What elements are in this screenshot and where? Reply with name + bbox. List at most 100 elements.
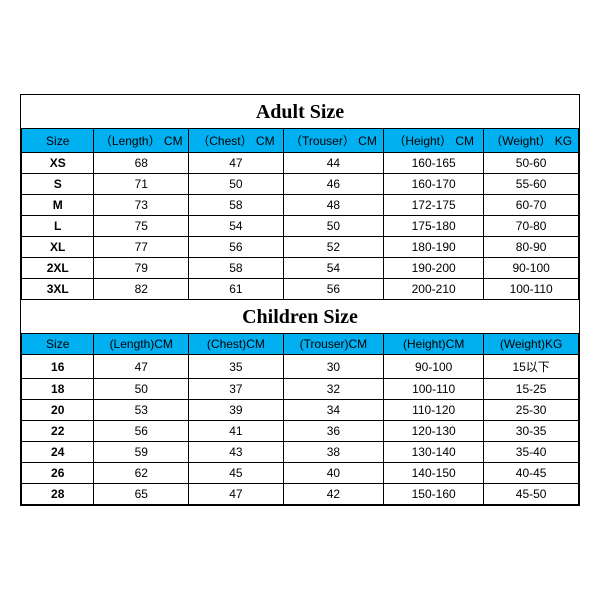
cell: 54 [189, 216, 284, 237]
col-weight: (Weight)KG [484, 334, 579, 355]
table-row: M735848172-17560-70 [22, 195, 579, 216]
cell: 60-70 [484, 195, 579, 216]
cell: 140-150 [384, 463, 484, 484]
cell: 73 [94, 195, 189, 216]
cell: 180-190 [384, 237, 484, 258]
cell: 77 [94, 237, 189, 258]
cell: 160-170 [384, 174, 484, 195]
cell: 30 [283, 355, 383, 379]
col-length: (Length)CM [94, 334, 189, 355]
cell: 44 [283, 153, 383, 174]
cell: 50 [94, 379, 189, 400]
cell: 172-175 [384, 195, 484, 216]
cell: 54 [283, 258, 383, 279]
cell: 50-60 [484, 153, 579, 174]
table-row: XL775652180-19080-90 [22, 237, 579, 258]
cell: XS [22, 153, 94, 174]
cell: 20 [22, 400, 94, 421]
cell: 18 [22, 379, 94, 400]
cell: 190-200 [384, 258, 484, 279]
cell: 37 [189, 379, 284, 400]
cell: 42 [283, 484, 383, 505]
cell: 45 [189, 463, 284, 484]
cell: 22 [22, 421, 94, 442]
cell: 59 [94, 442, 189, 463]
cell: 55-60 [484, 174, 579, 195]
cell: 100-110 [484, 279, 579, 300]
cell: 47 [94, 355, 189, 379]
col-trouser: (Trouser)CM [283, 334, 383, 355]
children-header-row: Size (Length)CM (Chest)CM (Trouser)CM (H… [22, 334, 579, 355]
cell: XL [22, 237, 94, 258]
cell: 30-35 [484, 421, 579, 442]
table-row: XS684744160-16550-60 [22, 153, 579, 174]
col-trouser: （Trouser） CM [283, 129, 383, 153]
cell: 200-210 [384, 279, 484, 300]
cell: 40 [283, 463, 383, 484]
col-height: （Height） CM [384, 129, 484, 153]
cell: 3XL [22, 279, 94, 300]
col-size: Size [22, 129, 94, 153]
cell: 68 [94, 153, 189, 174]
table-row: 18503732100-11015-25 [22, 379, 579, 400]
cell: 120-130 [384, 421, 484, 442]
cell: 150-160 [384, 484, 484, 505]
adult-title: Adult Size [21, 95, 579, 128]
cell: M [22, 195, 94, 216]
cell: 48 [283, 195, 383, 216]
table-row: 28654742150-16045-50 [22, 484, 579, 505]
size-chart: Adult Size Size （Length） CM （Chest） CM （… [20, 94, 580, 506]
cell: 41 [189, 421, 284, 442]
cell: 24 [22, 442, 94, 463]
cell: 47 [189, 484, 284, 505]
table-row: 20533934110-12025-30 [22, 400, 579, 421]
cell: 56 [189, 237, 284, 258]
cell: 53 [94, 400, 189, 421]
cell: 35-40 [484, 442, 579, 463]
cell: 15以下 [484, 355, 579, 379]
cell: 110-120 [384, 400, 484, 421]
cell: 32 [283, 379, 383, 400]
table-row: 1647353090-10015以下 [22, 355, 579, 379]
col-length: （Length） CM [94, 129, 189, 153]
cell: 130-140 [384, 442, 484, 463]
col-height: (Height)CM [384, 334, 484, 355]
cell: 50 [283, 216, 383, 237]
cell: 82 [94, 279, 189, 300]
cell: 40-45 [484, 463, 579, 484]
adult-header-row: Size （Length） CM （Chest） CM （Trouser） CM… [22, 129, 579, 153]
cell: 26 [22, 463, 94, 484]
cell: 35 [189, 355, 284, 379]
col-weight: （Weight） KG [484, 129, 579, 153]
cell: 58 [189, 258, 284, 279]
cell: 45-50 [484, 484, 579, 505]
col-chest: (Chest)CM [189, 334, 284, 355]
cell: 58 [189, 195, 284, 216]
cell: 56 [94, 421, 189, 442]
cell: 75 [94, 216, 189, 237]
cell: 62 [94, 463, 189, 484]
table-row: 26624540140-15040-45 [22, 463, 579, 484]
cell: 34 [283, 400, 383, 421]
table-row: 22564136120-13030-35 [22, 421, 579, 442]
col-size: Size [22, 334, 94, 355]
table-row: 2XL795854190-20090-100 [22, 258, 579, 279]
cell: 90-100 [384, 355, 484, 379]
cell: 70-80 [484, 216, 579, 237]
cell: 71 [94, 174, 189, 195]
cell: 16 [22, 355, 94, 379]
children-table: Size (Length)CM (Chest)CM (Trouser)CM (H… [21, 333, 579, 505]
table-row: S715046160-17055-60 [22, 174, 579, 195]
adult-table: Size （Length） CM （Chest） CM （Trouser） CM… [21, 128, 579, 300]
table-row: L755450175-18070-80 [22, 216, 579, 237]
cell: 2XL [22, 258, 94, 279]
cell: 25-30 [484, 400, 579, 421]
cell: 39 [189, 400, 284, 421]
cell: 160-165 [384, 153, 484, 174]
cell: 38 [283, 442, 383, 463]
cell: S [22, 174, 94, 195]
cell: 100-110 [384, 379, 484, 400]
cell: 47 [189, 153, 284, 174]
cell: 52 [283, 237, 383, 258]
children-title: Children Size [21, 300, 579, 333]
